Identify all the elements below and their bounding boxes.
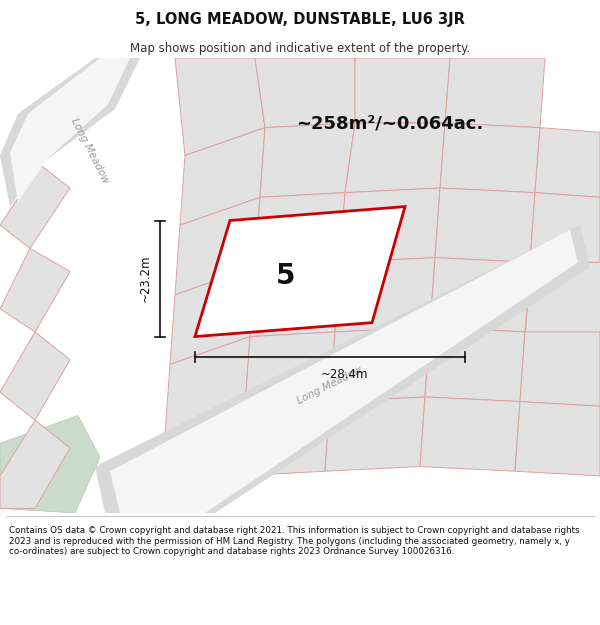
Polygon shape <box>0 416 100 513</box>
Polygon shape <box>440 123 540 192</box>
Polygon shape <box>535 127 600 198</box>
Polygon shape <box>110 230 578 513</box>
Polygon shape <box>10 58 130 202</box>
Polygon shape <box>240 402 330 476</box>
Text: Map shows position and indicative extent of the property.: Map shows position and indicative extent… <box>130 42 470 55</box>
Polygon shape <box>175 198 260 295</box>
Polygon shape <box>430 258 530 332</box>
Polygon shape <box>255 192 345 267</box>
Polygon shape <box>515 402 600 476</box>
Polygon shape <box>160 406 245 504</box>
Polygon shape <box>0 420 70 508</box>
Text: Long Meadow: Long Meadow <box>296 364 364 406</box>
Polygon shape <box>445 58 545 127</box>
Polygon shape <box>250 262 340 337</box>
Polygon shape <box>245 332 335 406</box>
Text: 5, LONG MEADOW, DUNSTABLE, LU6 3JR: 5, LONG MEADOW, DUNSTABLE, LU6 3JR <box>135 12 465 27</box>
Polygon shape <box>340 188 440 262</box>
Polygon shape <box>0 58 140 207</box>
Text: 5: 5 <box>276 262 295 290</box>
Polygon shape <box>335 258 435 332</box>
Text: Contains OS data © Crown copyright and database right 2021. This information is : Contains OS data © Crown copyright and d… <box>9 526 580 556</box>
Polygon shape <box>0 332 70 420</box>
Polygon shape <box>355 58 450 123</box>
Polygon shape <box>530 192 600 262</box>
Polygon shape <box>0 248 70 332</box>
Polygon shape <box>95 225 590 513</box>
Text: Long Meadow: Long Meadow <box>69 117 111 185</box>
Polygon shape <box>420 397 520 471</box>
Polygon shape <box>520 332 600 406</box>
Polygon shape <box>165 337 250 434</box>
Polygon shape <box>330 328 430 402</box>
Polygon shape <box>425 328 525 402</box>
Text: ~28.4m: ~28.4m <box>321 368 369 381</box>
Polygon shape <box>180 127 265 225</box>
Text: ~23.2m: ~23.2m <box>139 255 152 302</box>
Polygon shape <box>525 262 600 332</box>
Text: ~258m²/~0.064ac.: ~258m²/~0.064ac. <box>296 114 484 132</box>
Polygon shape <box>175 58 265 156</box>
Polygon shape <box>195 207 405 337</box>
Polygon shape <box>325 397 425 471</box>
Polygon shape <box>0 165 70 248</box>
Polygon shape <box>255 58 355 127</box>
Polygon shape <box>260 123 355 198</box>
Polygon shape <box>345 123 445 192</box>
Polygon shape <box>435 188 535 262</box>
Polygon shape <box>170 267 255 364</box>
